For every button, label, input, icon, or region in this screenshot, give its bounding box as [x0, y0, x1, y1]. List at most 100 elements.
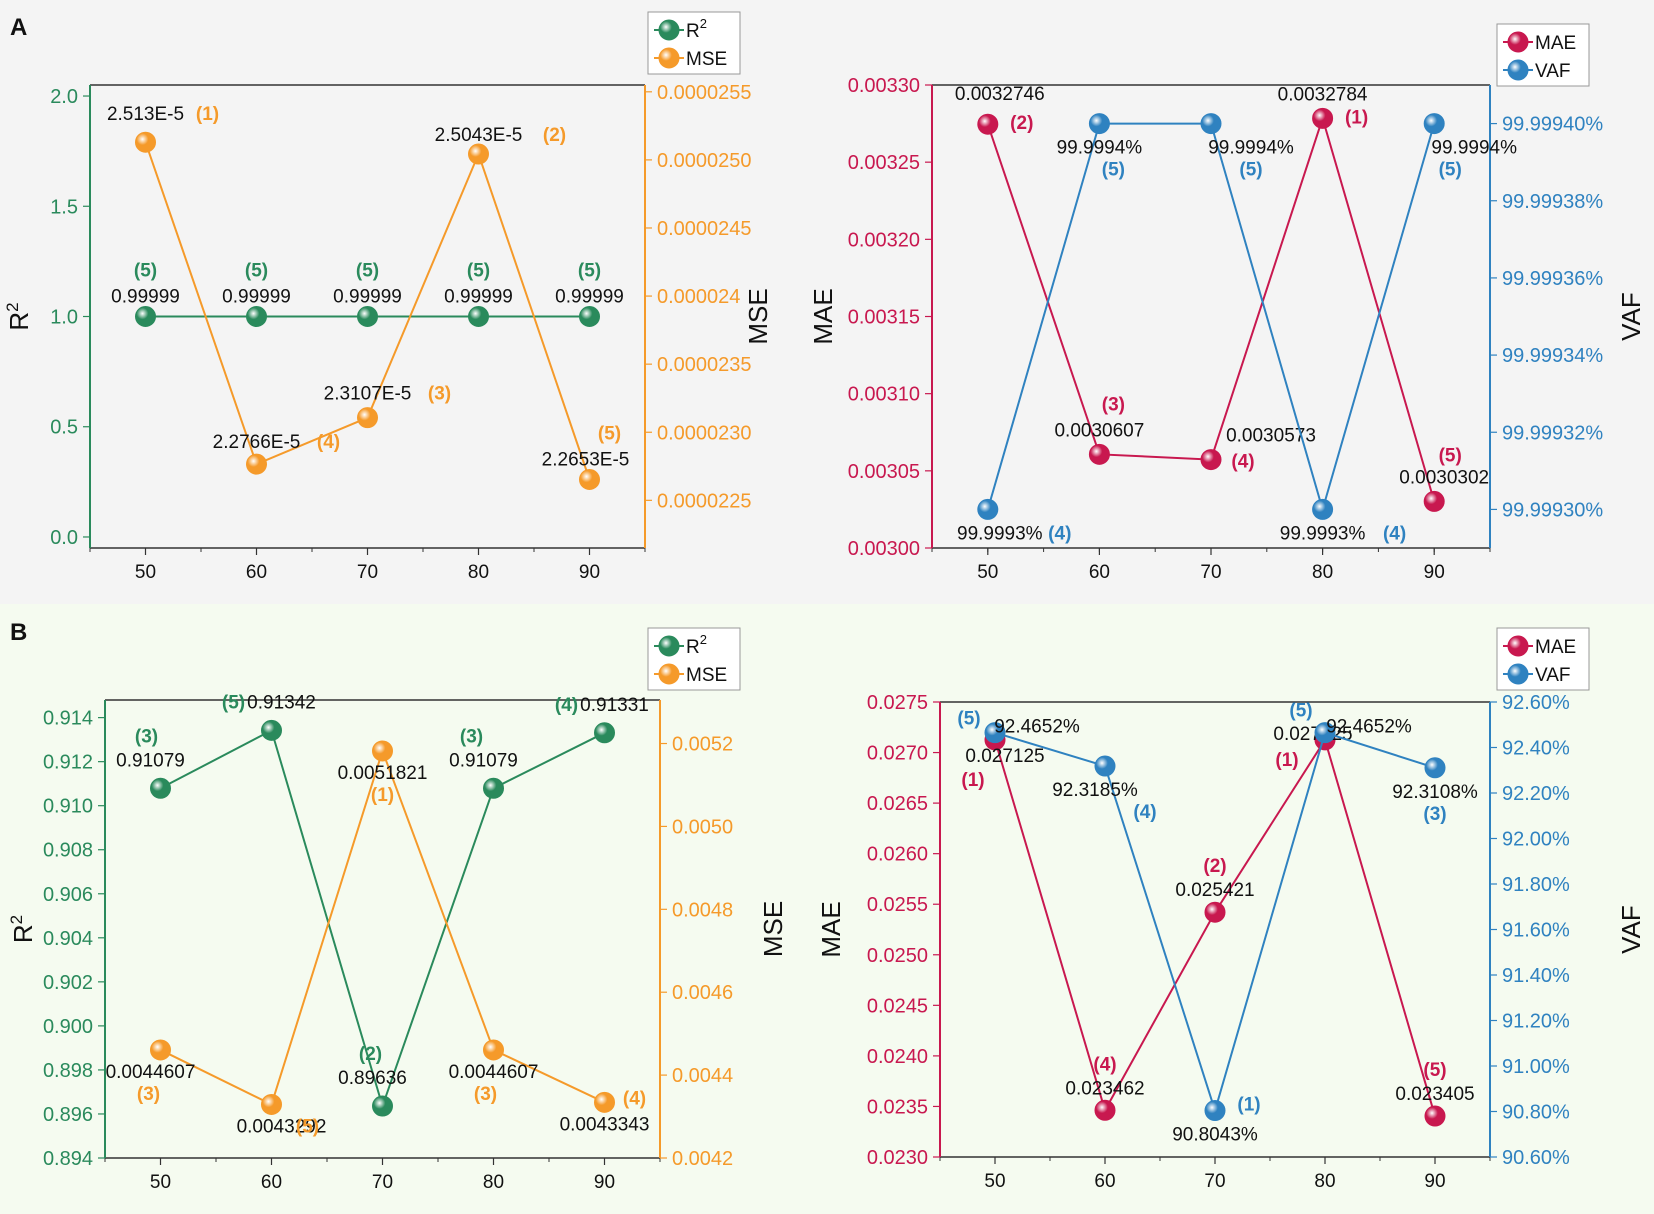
right-tick-label: 0.0046 [672, 982, 733, 1004]
legend-label-vaf: VAF [1535, 665, 1571, 686]
data-label-mae: 0.027125 [965, 746, 1044, 767]
point-mse [468, 143, 489, 165]
x-tick-label: 80 [468, 562, 489, 583]
panel-label-a: A [10, 14, 27, 41]
left-tick-label: 0.00320 [848, 229, 920, 251]
point-vaf [1312, 498, 1334, 520]
point-r2 [246, 306, 267, 328]
left-tick-label: 0.00305 [848, 461, 920, 483]
panel-a-background [0, 0, 1654, 604]
data-label-vaf: 99.9994% [1057, 138, 1143, 159]
data-label-vaf: 92.4652% [1326, 717, 1412, 738]
right-tick-label: 0.0000235 [657, 354, 752, 376]
rank-label-vaf: (4) [1383, 523, 1406, 544]
data-label-mae: 0.025421 [1175, 880, 1254, 901]
point-r2 [150, 777, 171, 799]
x-tick-label: 90 [594, 1172, 615, 1193]
x-tick-label: 70 [357, 562, 378, 583]
legend-swatch-marker [1507, 635, 1529, 657]
x-tick-label: 60 [246, 562, 267, 583]
rank-label-mae: (3) [1102, 394, 1125, 415]
point-mae [1094, 1099, 1116, 1121]
rank-label-mse: (3) [137, 1084, 160, 1105]
legend-swatch-marker [658, 19, 680, 41]
data-label-mse: 2.5043E-5 [435, 125, 523, 146]
left-tick-label: 0.904 [43, 928, 93, 950]
x-tick-label: 60 [261, 1172, 282, 1193]
right-tick-label: 91.00% [1502, 1056, 1570, 1078]
point-vaf [984, 722, 1006, 744]
series-line-mae [986, 114, 1436, 502]
left-axis-title: MAE [816, 901, 846, 957]
legend-swatch-marker [658, 47, 680, 69]
data-label-mse: 2.2766E-5 [213, 432, 301, 453]
rank-label-r2: (5) [578, 261, 601, 282]
rank-label-mse: (1) [371, 785, 394, 806]
point-mse [246, 453, 267, 475]
right-tick-label: 0.0052 [672, 734, 733, 756]
chart-A-left: 50 60 70 80 90 0.0 0.5 1.0 1.5 2.0 0.0000225 0.0000… [3, 11, 773, 583]
point-vaf [1423, 113, 1445, 135]
data-label-mse: 0.0044607 [449, 1062, 539, 1083]
left-tick-label: 0.0245 [867, 995, 928, 1017]
legend-label-mse: MSE [686, 49, 727, 70]
rank-label-r2: (5) [245, 261, 268, 282]
data-label-r2: 0.91079 [449, 750, 518, 771]
data-label-vaf: 99.9993% [957, 523, 1043, 544]
data-label-mse: 2.3107E-5 [324, 384, 412, 405]
right-tick-label: 91.80% [1502, 874, 1570, 896]
rank-label-r2: (3) [135, 726, 158, 747]
data-label-mse: 0.0051821 [338, 763, 428, 784]
legend: MAE VAF [1496, 23, 1590, 87]
left-tick-label: 0.894 [43, 1148, 93, 1170]
left-tick-label: 0.00310 [848, 384, 920, 406]
point-r2 [579, 306, 600, 328]
right-tick-label: 99.99936% [1502, 268, 1603, 290]
legend-label-sup: 2 [700, 16, 707, 31]
rank-label-mae: (2) [1203, 856, 1226, 877]
x-tick-label: 70 [1200, 562, 1221, 583]
x-tick-label: 50 [150, 1172, 171, 1193]
rank-label-mae: (5) [1439, 445, 1462, 466]
point-mae [1424, 1105, 1446, 1127]
data-label-mae: 0.0030607 [1054, 420, 1144, 441]
rank-label-r2: (5) [134, 261, 157, 282]
x-tick-label: 80 [1312, 562, 1333, 583]
rank-label-r2: (5) [356, 261, 379, 282]
x-tick-label: 50 [984, 1171, 1005, 1192]
point-mae [1088, 443, 1110, 465]
right-tick-label: 90.60% [1502, 1147, 1570, 1169]
legend-label-mae: MAE [1535, 637, 1576, 658]
right-tick-label: 0.0042 [672, 1148, 733, 1170]
right-axis-title: MSE [758, 901, 788, 957]
data-label-vaf: 99.9993% [1280, 523, 1366, 544]
left-tick-label: 0.00300 [848, 538, 920, 560]
rank-label-mse: (5) [296, 1116, 319, 1137]
point-mae [1312, 107, 1334, 129]
left-tick-label: 0.914 [43, 708, 93, 730]
point-mse [261, 1093, 282, 1115]
rank-label-r2: (3) [460, 726, 483, 747]
rank-label-mae: (1) [961, 770, 984, 791]
rank-label-mae: (5) [1423, 1060, 1446, 1081]
left-tick-label: 0.5 [50, 417, 78, 439]
legend-swatch-marker [1507, 59, 1529, 81]
left-tick-label: 0.910 [43, 796, 93, 818]
charts-layer: 50 60 70 80 90 0.0 0.5 1.0 1.5 2.0 0.0000225 0.0000… [3, 11, 1646, 1193]
left-tick-label: 0.0260 [867, 844, 928, 866]
left-tick-label: 0.896 [43, 1104, 93, 1126]
left-tick-label: 0.0235 [867, 1096, 928, 1118]
point-vaf [1424, 757, 1446, 779]
point-vaf [1094, 755, 1116, 777]
point-mse [594, 1091, 615, 1113]
data-label-r2: 0.99999 [444, 287, 513, 308]
right-tick-label: 0.0044 [672, 1065, 733, 1087]
rank-label-vaf: (5) [1102, 160, 1125, 181]
point-mae [977, 113, 999, 135]
data-label-vaf: 92.3185% [1052, 780, 1138, 801]
point-r2 [261, 719, 282, 741]
x-tick-label: 70 [1204, 1171, 1225, 1192]
data-label-r2: 0.91331 [580, 695, 649, 716]
left-tick-label: 0.00325 [848, 152, 920, 174]
